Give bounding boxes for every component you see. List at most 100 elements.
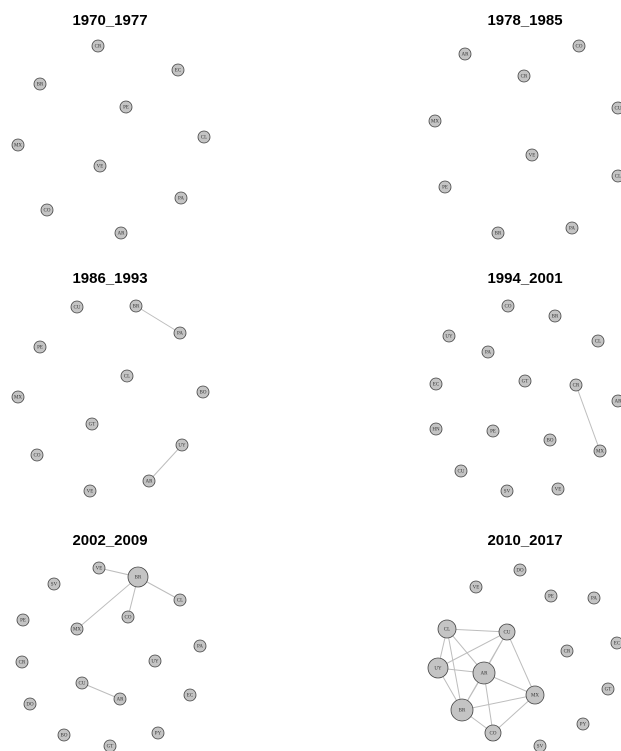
node xyxy=(565,221,579,235)
node xyxy=(427,657,449,679)
node-label: HN xyxy=(432,428,440,433)
node-label: VE xyxy=(529,154,536,159)
node-label: MX xyxy=(73,628,81,633)
node xyxy=(437,619,457,639)
node-label: PE xyxy=(548,595,554,600)
node-label: PY xyxy=(580,723,587,728)
node-label: VE xyxy=(555,488,562,493)
node xyxy=(57,728,71,742)
node xyxy=(513,563,527,577)
node-label: DO xyxy=(26,703,34,708)
node xyxy=(442,329,456,343)
node xyxy=(121,610,135,624)
edge xyxy=(446,628,508,633)
edge xyxy=(575,384,601,452)
node xyxy=(525,148,539,162)
node xyxy=(610,636,621,650)
node xyxy=(454,464,468,478)
node xyxy=(572,39,586,53)
node-label: CO xyxy=(505,305,512,310)
node-label: CO xyxy=(125,616,132,621)
node xyxy=(11,138,25,152)
node xyxy=(113,692,127,706)
node xyxy=(611,394,621,408)
node-label: CR xyxy=(19,661,26,666)
node-label: BO xyxy=(200,391,207,396)
node xyxy=(93,159,107,173)
node xyxy=(151,726,165,740)
node xyxy=(197,130,211,144)
node xyxy=(33,340,47,354)
node-label: PA xyxy=(591,597,597,602)
node-label: MX xyxy=(14,144,22,149)
node xyxy=(560,644,574,658)
node-label: BO xyxy=(61,734,68,739)
node-label: SV xyxy=(51,583,58,588)
edge xyxy=(506,631,536,696)
node xyxy=(498,623,516,641)
node-label: VE xyxy=(97,165,104,170)
node-label: CU xyxy=(504,631,511,636)
node-label: BR xyxy=(135,576,142,581)
node xyxy=(83,484,97,498)
node-label: CO xyxy=(44,209,51,214)
panel-title: 1994_2001 xyxy=(487,270,562,287)
node xyxy=(481,345,495,359)
node-label: EC xyxy=(433,383,440,388)
node xyxy=(75,676,89,690)
node xyxy=(70,622,84,636)
node xyxy=(551,482,565,496)
node xyxy=(16,613,30,627)
node-label: GT xyxy=(522,380,529,385)
node xyxy=(576,717,590,731)
node xyxy=(119,100,133,114)
node xyxy=(593,444,607,458)
node xyxy=(70,300,84,314)
node xyxy=(591,334,605,348)
node xyxy=(469,580,483,594)
node-label: CL xyxy=(595,340,601,345)
node-label: CU xyxy=(74,306,81,311)
node-label: PE xyxy=(490,430,496,435)
node-label: PE xyxy=(20,619,26,624)
node-label: UY xyxy=(151,660,159,665)
node xyxy=(486,424,500,438)
node-label: PA xyxy=(485,351,491,356)
node-label: GT xyxy=(107,745,114,750)
node xyxy=(544,589,558,603)
node-label: PY xyxy=(155,732,162,737)
node-label: EC xyxy=(187,694,194,699)
node-label: CR xyxy=(573,384,580,389)
node xyxy=(120,369,134,383)
node-label: DO xyxy=(516,569,524,574)
edge xyxy=(148,444,183,482)
node-label: MX xyxy=(14,396,22,401)
node xyxy=(173,593,187,607)
node-label: PE xyxy=(123,106,129,111)
node-label: BR xyxy=(459,709,466,714)
node-label: PA xyxy=(569,227,575,232)
node-label: AR xyxy=(481,672,489,677)
node-label: CO xyxy=(576,45,583,50)
node-label: CR xyxy=(521,75,528,80)
node xyxy=(103,739,117,751)
node-label: GT xyxy=(89,423,96,428)
node-label: CR xyxy=(95,45,102,50)
node xyxy=(543,433,557,447)
node xyxy=(450,698,474,722)
node-label: CL xyxy=(444,628,450,633)
node xyxy=(548,309,562,323)
edge xyxy=(492,694,536,734)
node-label: VE xyxy=(87,490,94,495)
node xyxy=(114,226,128,240)
node-label: AR xyxy=(117,698,125,703)
node-label: GT xyxy=(605,688,612,693)
node xyxy=(517,69,531,83)
node-label: AR xyxy=(146,480,154,485)
edge xyxy=(81,682,121,700)
node xyxy=(491,226,505,240)
node-label: VE xyxy=(473,586,480,591)
node xyxy=(30,448,44,462)
node-label: CO xyxy=(490,732,497,737)
